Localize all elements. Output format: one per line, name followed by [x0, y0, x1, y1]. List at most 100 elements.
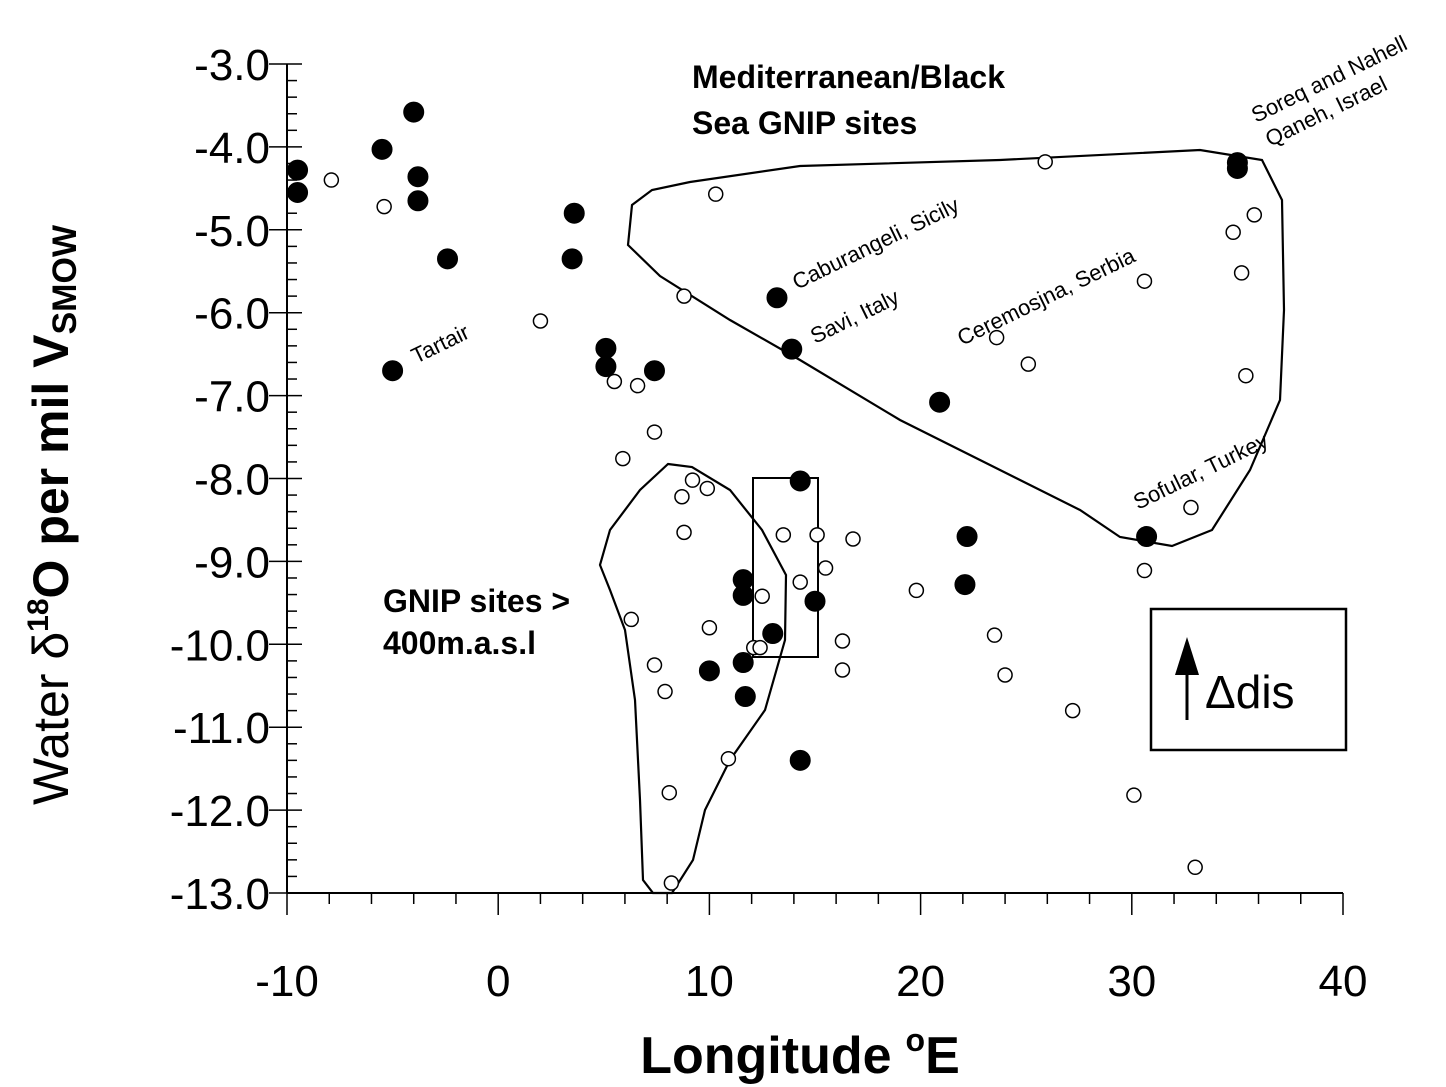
- y-axis-title-sub: SMOW: [46, 224, 84, 334]
- data-point-filled: [789, 749, 811, 771]
- data-point-open: [657, 683, 673, 700]
- data-point-filled: [437, 248, 459, 270]
- data-point-open: [809, 527, 825, 543]
- x-tick-label: 20: [896, 957, 945, 1006]
- data-point-filled: [732, 584, 754, 606]
- data-point-open: [1064, 702, 1081, 719]
- data-point-open: [986, 627, 1003, 643]
- data-point-open: [845, 531, 861, 547]
- x-tick-label: 10: [685, 957, 734, 1006]
- data-point-open: [834, 662, 851, 678]
- data-point-open: [646, 657, 663, 673]
- legend-box: [1149, 607, 1348, 752]
- data-point-filled: [403, 101, 425, 123]
- data-point-filled: [804, 590, 826, 612]
- mediterranean-label-line1: Mediterranean/Black: [692, 59, 1005, 95]
- data-point-open: [908, 582, 925, 599]
- data-point-open: [676, 524, 692, 541]
- data-point-open: [663, 875, 680, 891]
- data-point-open: [674, 488, 690, 505]
- x-tick-label: 40: [1319, 957, 1368, 1006]
- data-point-filled: [563, 202, 585, 224]
- data-point-filled: [407, 190, 429, 212]
- data-point-filled: [956, 526, 978, 548]
- data-point-open: [629, 377, 646, 394]
- data-point-open: [606, 373, 623, 390]
- data-point-open: [1020, 356, 1037, 372]
- data-point-open: [615, 450, 631, 467]
- data-point-open: [1126, 787, 1142, 803]
- y-tick-label: -4.0: [194, 124, 270, 173]
- data-point-filled: [595, 356, 617, 378]
- data-point-filled: [781, 338, 803, 360]
- data-point-filled: [762, 623, 784, 645]
- data-point-open: [792, 574, 808, 590]
- y-tick-label: -8.0: [194, 456, 270, 505]
- x-axis-title-degree: o: [906, 1022, 926, 1058]
- data-point-open: [1238, 367, 1254, 384]
- data-point-filled: [1136, 526, 1158, 548]
- y-tick-label: -7.0: [194, 373, 270, 422]
- data-point-open: [376, 198, 392, 215]
- data-point-open: [699, 480, 716, 497]
- y-tick-label: -13.0: [170, 870, 270, 919]
- data-point-filled: [382, 360, 404, 382]
- data-point-open: [1246, 207, 1263, 223]
- x-axis-title-text: Longitude: [640, 1027, 891, 1085]
- data-point-open: [752, 639, 768, 656]
- data-point-open: [1136, 273, 1153, 289]
- data-point-filled: [732, 652, 754, 674]
- data-point-open: [1225, 224, 1241, 241]
- data-point-filled: [698, 660, 720, 682]
- data-point-open: [834, 633, 851, 649]
- data-point-open: [1187, 859, 1203, 876]
- data-point-open: [323, 172, 340, 188]
- data-point-filled: [929, 391, 951, 413]
- site-label-savi: Savi, Italy: [806, 284, 903, 348]
- data-point-open: [1233, 265, 1250, 281]
- legend-symbol: Δ: [1205, 666, 1236, 718]
- data-point-filled: [643, 360, 665, 382]
- data-point-open: [1037, 154, 1053, 170]
- axis-ticks: [269, 63, 1344, 915]
- data-point-filled: [287, 181, 309, 203]
- y-tick-label: -6.0: [194, 290, 270, 339]
- x-axis-title-unit: E: [925, 1027, 960, 1085]
- data-point-open: [817, 560, 834, 576]
- y-tick-label: -3.0: [194, 41, 270, 90]
- data-point-filled: [595, 337, 617, 359]
- y-tick-label: -5.0: [194, 207, 270, 256]
- data-point-filled: [561, 248, 583, 270]
- data-point-open: [997, 667, 1013, 683]
- data-point-filled: [954, 574, 976, 596]
- legend-text: Δdis: [1205, 666, 1295, 718]
- site-label-caburangeli: Caburangeli, Sicily: [788, 192, 963, 294]
- data-point-filled: [407, 166, 429, 188]
- x-tick-label: -10: [255, 957, 319, 1006]
- legend-arrowhead-icon: [1175, 637, 1199, 675]
- data-point-open: [988, 329, 1005, 346]
- data-point-filled: [734, 686, 756, 708]
- data-point-open: [754, 588, 770, 604]
- gnip-label-line2: 400m.a.s.l: [383, 625, 536, 661]
- data-point-open: [646, 424, 663, 440]
- data-point-open: [532, 313, 549, 329]
- y-axis-title-prefix: Water δ: [23, 632, 79, 805]
- y-tick-label: -11.0: [173, 704, 270, 753]
- data-point-open: [676, 288, 692, 304]
- data-point-open: [623, 611, 640, 628]
- axis-tick-labels: -10 0 10 20 30 40 -3.0 -4.0 -5.0 -6.0 -7.0 -8.0 -9.0…: [170, 41, 1368, 1006]
- data-point-filled: [766, 287, 788, 309]
- data-point-open: [1136, 562, 1153, 579]
- data-point-filled: [789, 470, 811, 492]
- data-point-open: [720, 750, 737, 767]
- data-point-open: [1183, 499, 1199, 516]
- site-label-sofular: Sofular, Turkey: [1129, 428, 1272, 515]
- y-tick-label: -12.0: [170, 787, 270, 836]
- legend-sub: dis: [1236, 666, 1295, 718]
- y-tick-label: -10.0: [170, 621, 270, 670]
- y-axis-title-main: O per mil V: [23, 334, 79, 599]
- data-point-open: [707, 186, 724, 202]
- data-point-open: [684, 472, 701, 488]
- mediterranean-label-line2: Sea GNIP sites: [692, 105, 917, 141]
